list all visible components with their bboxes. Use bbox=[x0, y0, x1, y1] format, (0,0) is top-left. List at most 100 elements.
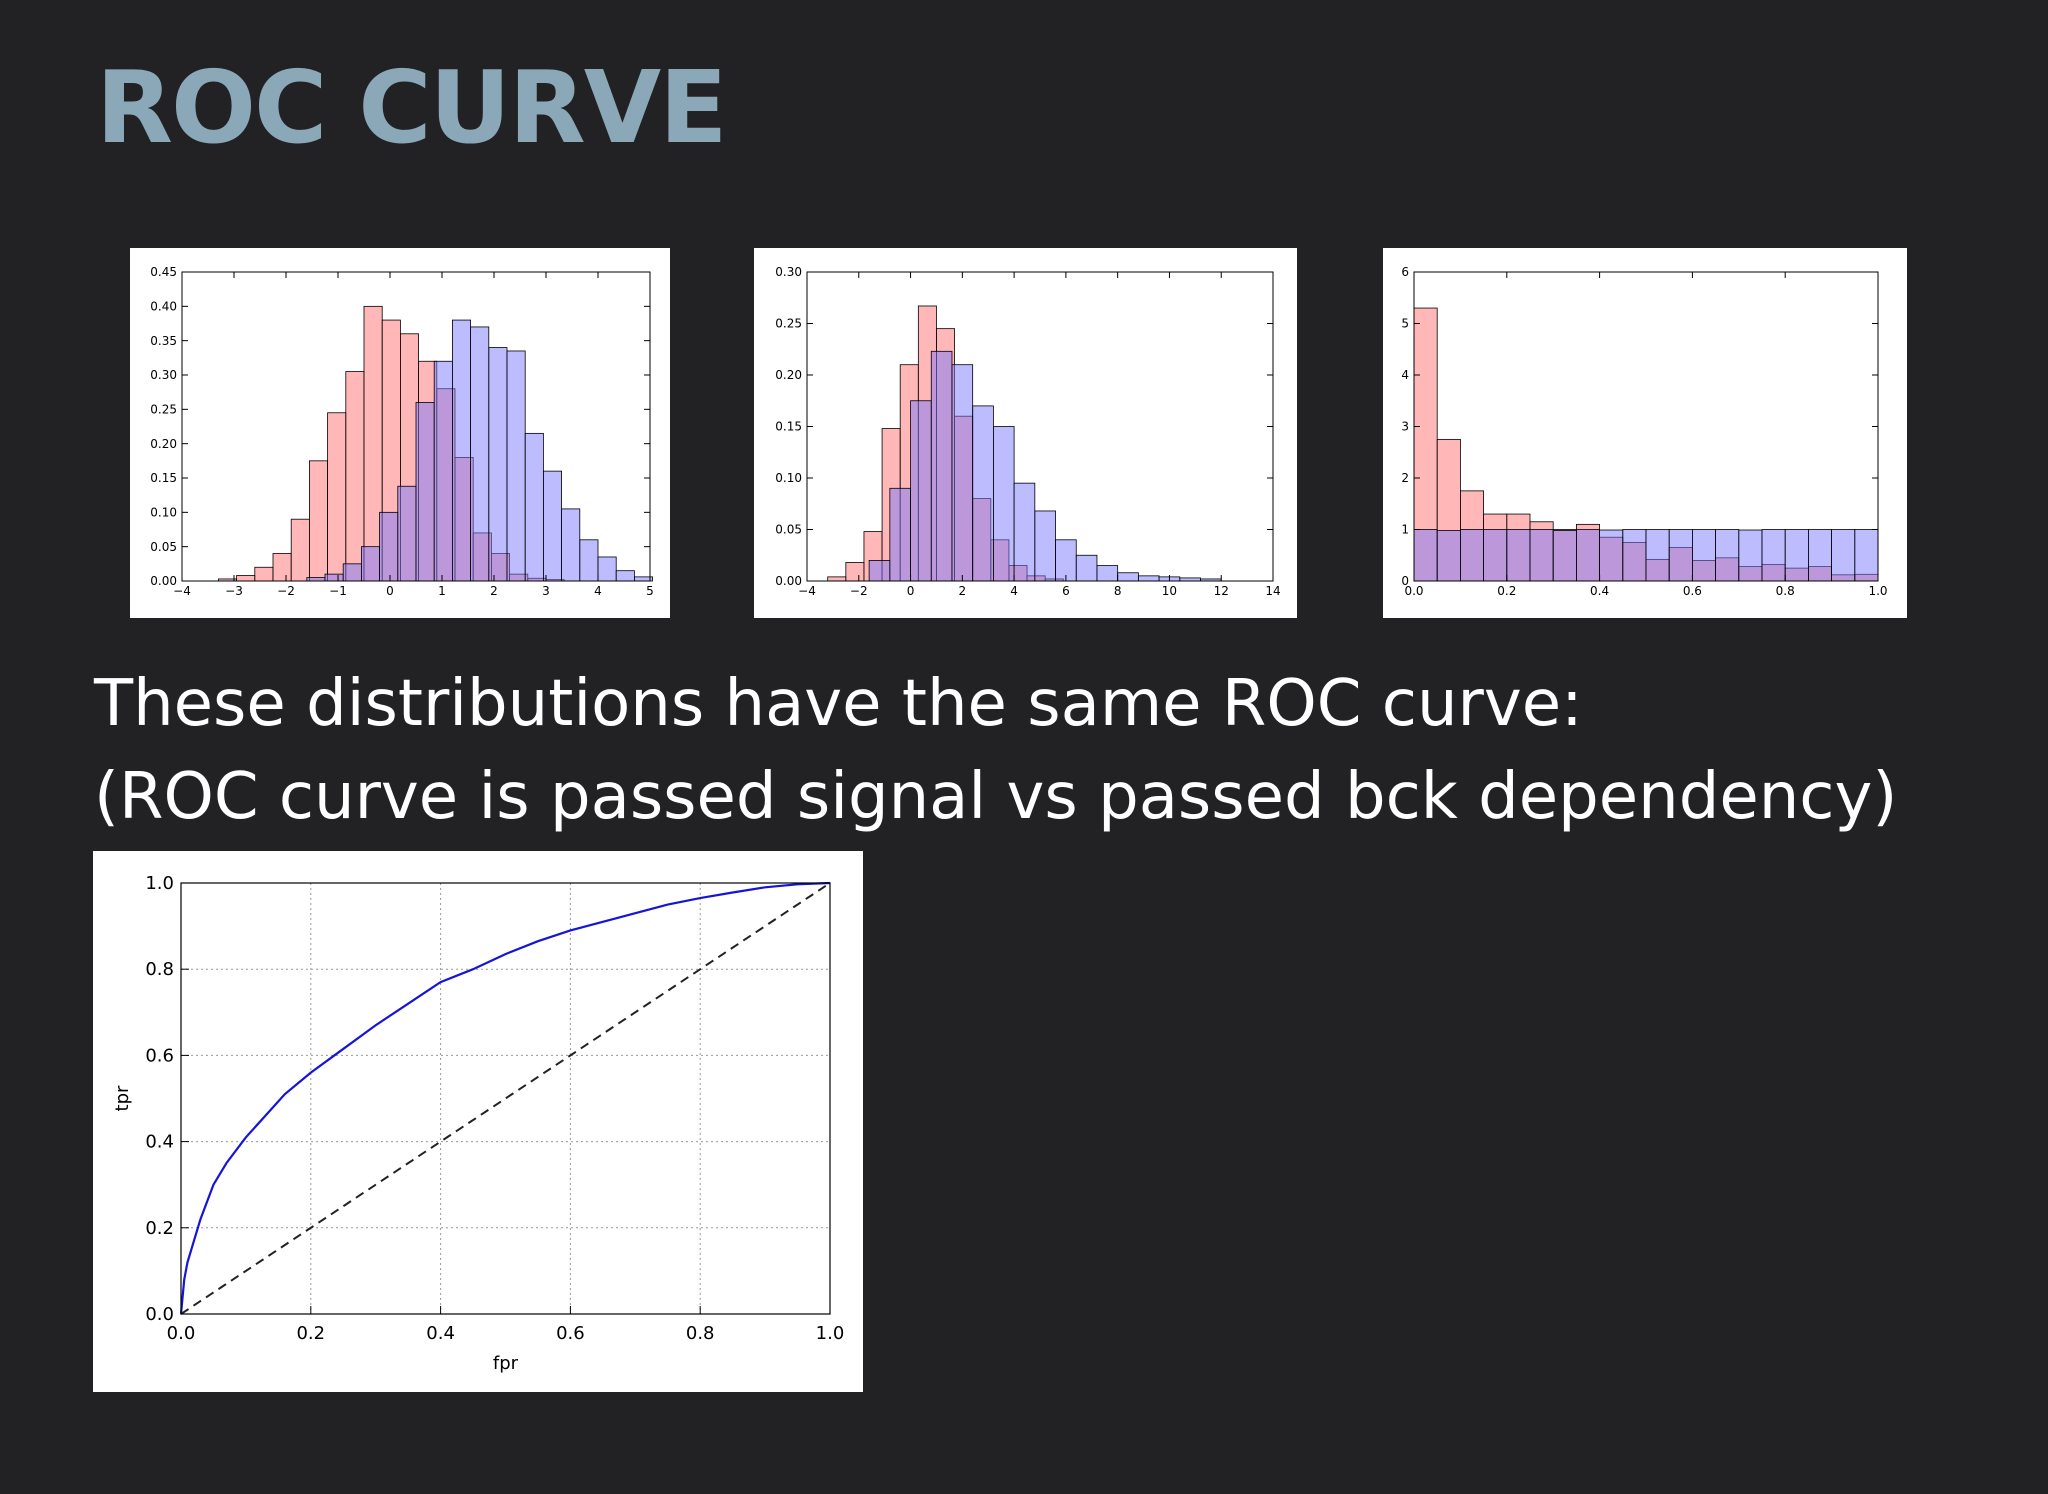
histogram-bar-blue bbox=[1575, 529, 1600, 582]
caption-line-2: (ROC curve is passed signal vs passed bc… bbox=[94, 760, 1898, 834]
x-tick-label: 2 bbox=[959, 584, 967, 598]
histogram-bar-blue bbox=[1784, 529, 1809, 582]
x-tick-label: 3 bbox=[542, 584, 550, 598]
y-tick-label: 1.0 bbox=[145, 873, 174, 894]
histogram-bar-blue bbox=[451, 319, 471, 582]
histogram-bar-blue bbox=[433, 360, 453, 582]
histogram-chart-2: −4 −2 0 2 4 6 8 10 12 14 0.00 0.05 0.10 0.15 0.20 0.25 0… bbox=[754, 248, 1297, 618]
histogram-bar-red bbox=[236, 575, 256, 582]
y-tick-label: 0 bbox=[1401, 574, 1409, 588]
histogram-bar-blue bbox=[1096, 565, 1119, 582]
histogram-bar-blue bbox=[1807, 529, 1832, 582]
histogram-bar-blue bbox=[324, 573, 344, 582]
x-tick-label: 0.4 bbox=[426, 1323, 455, 1344]
histogram-bar-blue bbox=[992, 426, 1015, 582]
histogram-bar-blue bbox=[470, 326, 490, 582]
x-tick-label: −4 bbox=[798, 584, 816, 598]
histogram-bar-blue bbox=[1436, 530, 1461, 582]
x-tick-label: 14 bbox=[1265, 584, 1280, 598]
x-tick-label: −3 bbox=[225, 584, 243, 598]
histogram-bar-blue bbox=[415, 402, 435, 582]
x-tick-label: 0.8 bbox=[686, 1323, 715, 1344]
histogram-bar-red bbox=[272, 553, 292, 582]
x-tick-label: 0.4 bbox=[1590, 584, 1609, 598]
histogram-bar-blue bbox=[972, 405, 994, 582]
histogram-bar-blue bbox=[1483, 529, 1508, 582]
x-tick-label: 0.0 bbox=[1404, 584, 1423, 598]
histogram-bar-blue bbox=[1506, 529, 1531, 582]
histogram-bar-blue bbox=[1854, 529, 1879, 582]
y-tick-label: 0.05 bbox=[150, 540, 177, 554]
histogram-bar-blue bbox=[1413, 529, 1438, 582]
y-tick-label: 0.30 bbox=[150, 368, 177, 382]
x-tick-label: 0 bbox=[907, 584, 915, 598]
histogram-bar-blue bbox=[379, 511, 399, 582]
y-tick-label: 0.2 bbox=[145, 1218, 174, 1239]
y-tick-label: 0.35 bbox=[150, 334, 177, 348]
y-tick-label: 0.20 bbox=[775, 368, 802, 382]
x-tick-label: 6 bbox=[1062, 584, 1070, 598]
histogram-bar-red bbox=[254, 566, 274, 582]
x-tick-label: 0.8 bbox=[1776, 584, 1795, 598]
histogram-bar-blue bbox=[1599, 529, 1624, 582]
y-tick-label: 0.10 bbox=[775, 471, 802, 485]
y-tick-label: 0.45 bbox=[150, 265, 177, 279]
histogram-bar-blue bbox=[1831, 529, 1856, 582]
histogram-bar-blue bbox=[1668, 529, 1693, 582]
histogram-bar-blue bbox=[1075, 554, 1098, 582]
histogram-bar-blue bbox=[542, 470, 562, 582]
x-tick-label: 0.2 bbox=[296, 1323, 325, 1344]
histogram-bar-blue bbox=[1055, 539, 1077, 582]
plot-frame bbox=[180, 882, 831, 1315]
x-tick-label: 2 bbox=[490, 584, 498, 598]
y-tick-label: 0.20 bbox=[150, 437, 177, 451]
y-tick-label: 0.15 bbox=[775, 420, 802, 434]
histogram-bar-blue bbox=[397, 485, 417, 582]
x-tick-label: 0.2 bbox=[1497, 584, 1516, 598]
y-tick-label: 0.10 bbox=[150, 506, 177, 520]
histogram-bar-blue bbox=[579, 539, 599, 582]
histogram-bar-blue bbox=[342, 563, 362, 582]
histogram-bar-blue bbox=[615, 570, 635, 582]
x-axis-label: fpr bbox=[493, 1353, 519, 1374]
y-tick-label: 4 bbox=[1401, 368, 1409, 382]
y-tick-label: 0.15 bbox=[150, 471, 177, 485]
histogram-bar-blue bbox=[1013, 482, 1036, 582]
x-tick-label: 0 bbox=[386, 584, 394, 598]
histogram-bar-blue bbox=[1034, 510, 1056, 582]
histogram-bar-blue bbox=[524, 432, 544, 582]
y-tick-label: 0.05 bbox=[775, 523, 802, 537]
histogram-bar-blue bbox=[306, 577, 326, 582]
y-tick-label: 0.8 bbox=[145, 959, 174, 980]
histogram-bar-blue bbox=[1622, 529, 1647, 582]
histogram-bar-blue bbox=[1552, 530, 1577, 582]
histogram-bar-blue bbox=[597, 556, 617, 582]
x-tick-label: 0.6 bbox=[556, 1323, 585, 1344]
histogram-bar-blue bbox=[868, 559, 891, 582]
histogram-chart-1: −4 −3 −2 −1 0 1 2 3 4 5 0.00 0.05 0.10 0.15 0.20 0.25 0.… bbox=[130, 248, 670, 618]
histogram-bar-blue bbox=[488, 347, 508, 582]
y-tick-label: 6 bbox=[1401, 265, 1409, 279]
histogram-bar-blue bbox=[951, 364, 974, 582]
x-tick-label: 4 bbox=[1010, 584, 1018, 598]
y-axis-label: tpr bbox=[112, 1085, 133, 1111]
x-tick-label: 4 bbox=[594, 584, 602, 598]
slide-title: ROC CURVE bbox=[96, 49, 728, 166]
histogram-bar-blue bbox=[889, 487, 911, 582]
histogram-bar-red bbox=[327, 412, 347, 582]
x-tick-label: 0.0 bbox=[167, 1323, 196, 1344]
diagonal-reference-line bbox=[180, 882, 831, 1315]
histogram-bar-red bbox=[845, 562, 865, 582]
y-tick-label: 2 bbox=[1401, 471, 1409, 485]
x-tick-label: −2 bbox=[850, 584, 868, 598]
caption-line-1: These distributions have the same ROC cu… bbox=[94, 667, 1583, 741]
y-tick-label: 5 bbox=[1401, 317, 1409, 331]
histogram-bar-red bbox=[290, 518, 310, 582]
y-tick-label: 0.00 bbox=[150, 574, 177, 588]
histogram-bar-blue bbox=[1691, 529, 1716, 582]
histogram-bar-blue bbox=[561, 508, 581, 582]
y-tick-label: 1 bbox=[1401, 523, 1409, 537]
x-tick-label: 5 bbox=[646, 584, 654, 598]
x-tick-label: 8 bbox=[1114, 584, 1122, 598]
x-tick-label: 10 bbox=[1162, 584, 1177, 598]
